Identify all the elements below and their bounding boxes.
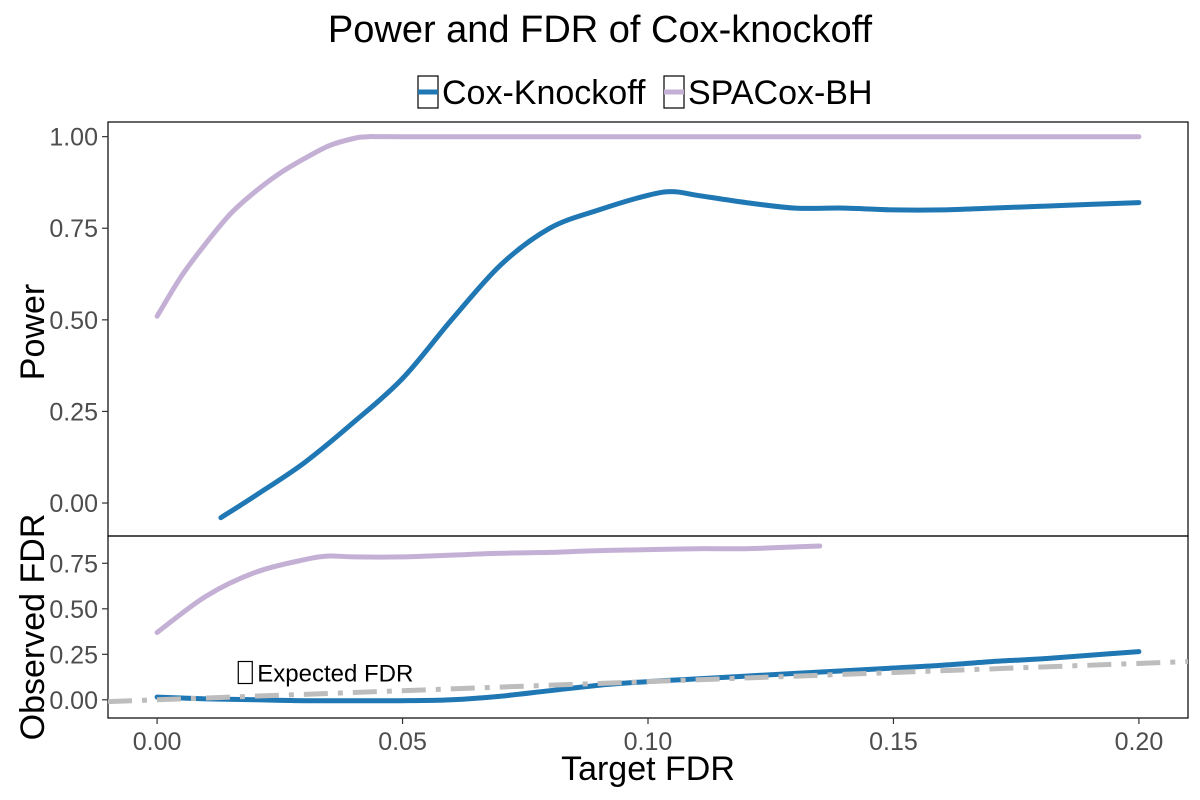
fdr-y-ticks: 0.00 0.25 0.50 0.75: [49, 550, 108, 715]
fdr-y-tick-label-0.50: 0.50: [49, 596, 98, 624]
power-y-ticks: 0.00 0.25 0.50 0.75 1.00: [49, 124, 108, 518]
fdr-series: [108, 543, 1188, 705]
expected-fdr-annotation-box: [237, 660, 253, 685]
expected-fdr-annotation-text: Expected FDR: [257, 661, 413, 688]
fdr-panel-border: [107, 535, 1189, 719]
power-line-cox-knockoff: [218, 189, 1142, 521]
power-y-tick-label-0.50: 0.50: [49, 307, 98, 335]
x-tick-label-0.15: 0.15: [869, 728, 918, 756]
power-panel: 0.00 0.25 0.50 0.75 1.00 Power: [14, 121, 1189, 537]
fdr-y-tick-label-0.25: 0.25: [49, 641, 98, 669]
legend-label-spacox-bh: SPACox-BH: [688, 74, 873, 112]
power-y-tick-label-0.25: 0.25: [49, 398, 98, 426]
legend-label-cox-knockoff: Cox-Knockoff: [442, 74, 646, 112]
x-tick-label-0.10: 0.10: [624, 728, 673, 756]
power-y-axis-label: Power: [14, 284, 52, 380]
fdr-y-tick-label-0.00: 0.00: [49, 687, 98, 715]
power-y-tick-label-1.00: 1.00: [49, 124, 98, 152]
power-panel-border: [107, 121, 1189, 537]
x-tick-label-0.05: 0.05: [378, 728, 427, 756]
fdr-line-spacox-bh: [154, 543, 823, 635]
x-tick-label-0.20: 0.20: [1115, 728, 1164, 756]
fdr-y-tick-label-0.75: 0.75: [49, 550, 98, 578]
legend: Cox-Knockoff SPACox-BH: [417, 74, 873, 112]
power-line-spacox-bh: [154, 134, 1142, 319]
fdr-line-expected-fdr: [108, 659, 1188, 705]
power-series: [154, 134, 1142, 521]
x-ticks: 0.00 0.05 0.10 0.15 0.20: [133, 718, 1163, 756]
fdr-y-axis-label: Observed FDR: [14, 514, 52, 741]
x-axis-label: Target FDR: [561, 750, 735, 788]
chart-title: Power and FDR of Cox-knockoff: [328, 9, 873, 51]
power-y-tick-label-0.75: 0.75: [49, 215, 98, 243]
x-tick-label-0.00: 0.00: [133, 728, 182, 756]
expected-fdr-annotation: Expected FDR: [237, 660, 413, 688]
power-y-tick-label-0.00: 0.00: [49, 490, 98, 518]
fdr-panel: 0.00 0.25 0.50 0.75 Expected FDR Observed F…: [14, 514, 1189, 741]
